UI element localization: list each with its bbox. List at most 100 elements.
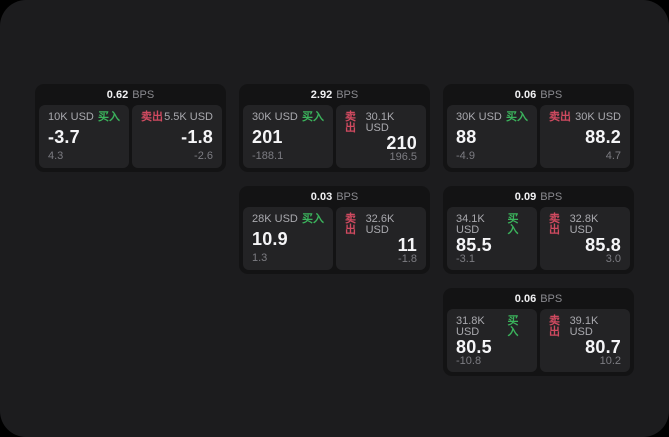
spread-header: 0.06 BPS <box>443 84 634 105</box>
buy-price: 88 <box>456 127 477 147</box>
buy-amount: 28K USD <box>252 213 298 225</box>
buy-price: 201 <box>252 127 283 147</box>
sell-label: 卖出 <box>549 213 560 236</box>
buy-tile[interactable]: 10K USD 买入 -3.7 4.3 <box>39 105 129 168</box>
sell-price: 88.2 <box>585 127 621 147</box>
spread-unit: BPS <box>336 89 359 101</box>
sell-delta: -1.8 <box>398 253 417 265</box>
sell-amount: 32.6K USD <box>365 213 395 236</box>
buy-price: 85.5 <box>456 235 492 255</box>
sell-delta: -2.6 <box>194 150 213 162</box>
quote-card: 0.09 BPS 34.1K USD 买入 85.5 -3.1 卖出 32.8K… <box>443 186 634 274</box>
buy-tile[interactable]: 31.8K USD 买入 80.5 -10.8 <box>447 309 537 372</box>
sell-tile[interactable]: 卖出 39.1K USD 80.7 10.2 <box>540 309 630 372</box>
buy-price: 80.5 <box>456 337 492 357</box>
quote-card: 0.62 BPS 10K USD 买入 -3.7 4.3 卖出 5.5K USD <box>35 84 226 172</box>
sell-label: 卖出 <box>549 111 571 123</box>
spread-unit: BPS <box>540 191 563 203</box>
quote-body: 34.1K USD 买入 85.5 -3.1 卖出 32.8K USD 85.8… <box>443 207 634 270</box>
sell-price: -1.8 <box>181 127 213 147</box>
sell-tile-header: 卖出 32.6K USD <box>345 214 417 236</box>
spread-value: 0.62 <box>106 89 129 101</box>
sell-label: 卖出 <box>141 111 163 123</box>
spread-header: 0.03 BPS <box>239 186 430 207</box>
sell-tile-header: 卖出 5.5K USD <box>141 112 213 123</box>
spread-value: 2.92 <box>310 89 333 101</box>
buy-label: 买入 <box>302 213 324 225</box>
buy-delta: -188.1 <box>252 150 284 162</box>
buy-price: -3.7 <box>48 127 80 147</box>
spread-header: 2.92 BPS <box>239 84 430 105</box>
quote-body: 31.8K USD 买入 80.5 -10.8 卖出 39.1K USD 80.… <box>443 309 634 372</box>
sell-amount: 5.5K USD <box>164 111 213 123</box>
sell-label: 卖出 <box>549 315 560 338</box>
quote-card: 0.06 BPS 31.8K USD 买入 80.5 -10.8 卖出 39.1… <box>443 288 634 376</box>
sell-tile[interactable]: 卖出 32.6K USD 11 -1.8 <box>336 207 426 270</box>
sell-delta: 10.2 <box>599 355 621 367</box>
quote-card: 0.06 BPS 30K USD 买入 88 -4.9 卖出 30K USD <box>443 84 634 172</box>
quote-body: 10K USD 买入 -3.7 4.3 卖出 5.5K USD -1.8 -2.… <box>35 105 226 168</box>
sell-tile[interactable]: 卖出 30.1K USD 210 196.5 <box>336 105 426 168</box>
sell-price: 210 <box>386 133 417 153</box>
buy-label: 买入 <box>98 111 120 123</box>
spread-header: 0.09 BPS <box>443 186 634 207</box>
buy-delta: -3.1 <box>456 253 475 265</box>
quote-body: 28K USD 买入 10.9 1.3 卖出 32.6K USD 11 -1.8 <box>239 207 430 270</box>
buy-label: 买入 <box>506 111 528 123</box>
buy-delta: 4.3 <box>48 150 64 162</box>
buy-label: 买入 <box>507 315 519 338</box>
sell-tile[interactable]: 卖出 32.8K USD 85.8 3.0 <box>540 207 630 270</box>
spread-value: 0.06 <box>514 89 537 101</box>
sell-amount: 30K USD <box>575 111 621 123</box>
quote-card: 0.03 BPS 28K USD 买入 10.9 1.3 卖出 32.6K US… <box>239 186 430 274</box>
buy-tile-header: 34.1K USD 买入 <box>456 214 528 236</box>
buy-tile[interactable]: 34.1K USD 买入 85.5 -3.1 <box>447 207 537 270</box>
buy-label: 买入 <box>507 213 519 236</box>
spread-value: 0.09 <box>514 191 537 203</box>
buy-tile-header: 31.8K USD 买入 <box>456 316 528 338</box>
spread-value: 0.06 <box>514 293 537 305</box>
sell-amount: 32.8K USD <box>569 213 599 236</box>
sell-label: 卖出 <box>345 111 356 134</box>
buy-tile[interactable]: 28K USD 买入 10.9 1.3 <box>243 207 333 270</box>
buy-label: 买入 <box>302 111 324 123</box>
spread-header: 0.06 BPS <box>443 288 634 309</box>
buy-amount: 30K USD <box>252 111 298 123</box>
buy-tile-header: 30K USD 买入 <box>456 112 528 123</box>
spread-unit: BPS <box>132 89 155 101</box>
sell-tile-header: 卖出 30K USD <box>549 112 621 123</box>
buy-price: 10.9 <box>252 229 288 249</box>
spread-unit: BPS <box>336 191 359 203</box>
buy-amount: 31.8K USD <box>456 315 485 338</box>
sell-tile-header: 卖出 39.1K USD <box>549 316 621 338</box>
buy-tile-header: 30K USD 买入 <box>252 112 324 123</box>
sell-tile[interactable]: 卖出 30K USD 88.2 4.7 <box>540 105 630 168</box>
buy-amount: 10K USD <box>48 111 94 123</box>
buy-tile[interactable]: 30K USD 买入 88 -4.9 <box>447 105 537 168</box>
spread-value: 0.03 <box>310 191 333 203</box>
buy-tile-header: 28K USD 买入 <box>252 214 324 225</box>
sell-delta: 4.7 <box>605 150 621 162</box>
sell-price: 11 <box>397 235 417 255</box>
spread-unit: BPS <box>540 293 563 305</box>
buy-tile[interactable]: 30K USD 买入 201 -188.1 <box>243 105 333 168</box>
spread-unit: BPS <box>540 89 563 101</box>
sell-price: 85.8 <box>585 235 621 255</box>
sell-amount: 30.1K USD <box>365 111 395 134</box>
quote-card: 2.92 BPS 30K USD 买入 201 -188.1 卖出 30.1K … <box>239 84 430 172</box>
sell-amount: 39.1K USD <box>569 315 599 338</box>
buy-tile-header: 10K USD 买入 <box>48 112 120 123</box>
quote-body: 30K USD 买入 88 -4.9 卖出 30K USD 88.2 4.7 <box>443 105 634 168</box>
buy-delta: -10.8 <box>456 355 482 367</box>
buy-delta: -4.9 <box>456 150 475 162</box>
buy-delta: 1.3 <box>252 252 268 264</box>
sell-tile[interactable]: 卖出 5.5K USD -1.8 -2.6 <box>132 105 222 168</box>
buy-amount: 30K USD <box>456 111 502 123</box>
sell-price: 80.7 <box>585 337 621 357</box>
sell-label: 卖出 <box>345 213 356 236</box>
sell-tile-header: 卖出 30.1K USD <box>345 112 417 134</box>
sell-tile-header: 卖出 32.8K USD <box>549 214 621 236</box>
buy-amount: 34.1K USD <box>456 213 485 236</box>
